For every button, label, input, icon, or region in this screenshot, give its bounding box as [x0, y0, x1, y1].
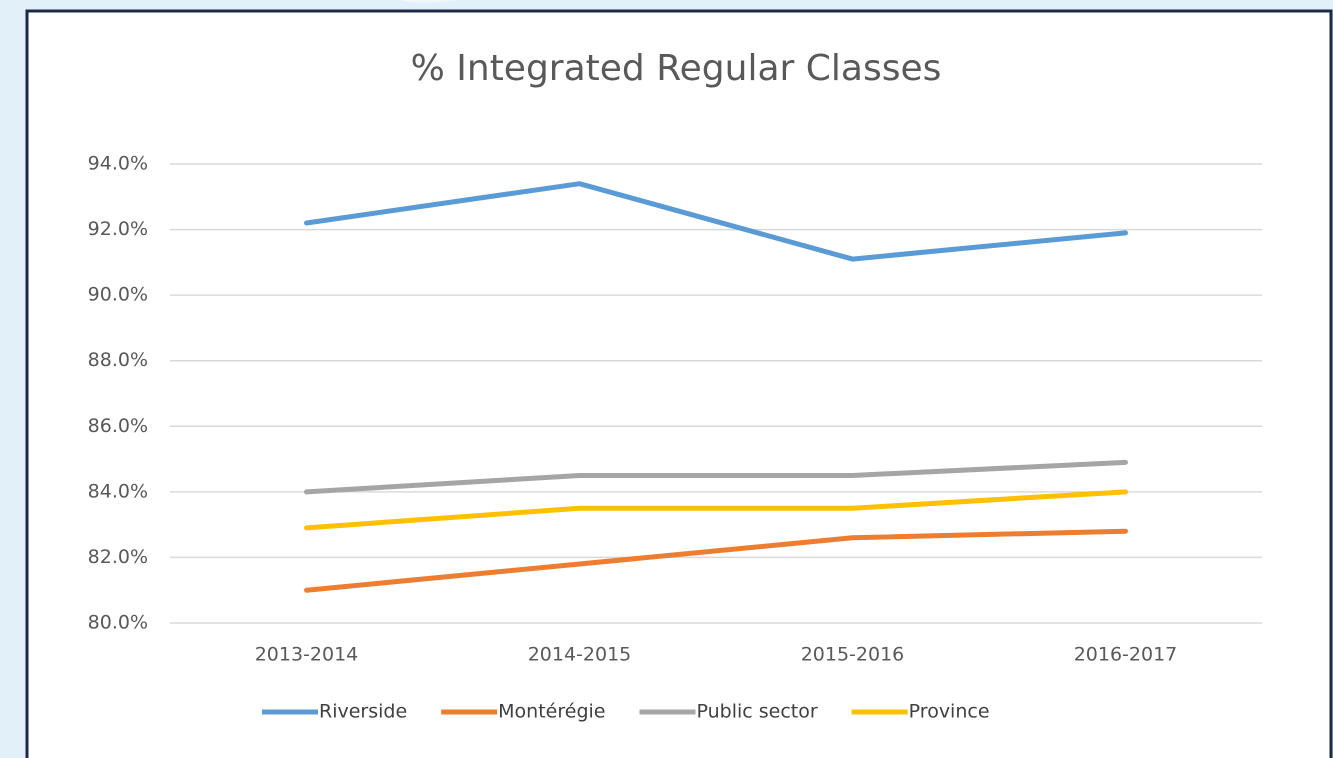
legend-label: Province: [909, 701, 990, 723]
chart-title: % Integrated Regular Classes: [411, 48, 942, 89]
y-tick-label: 80.0%: [88, 612, 148, 634]
y-tick-label: 94.0%: [88, 153, 148, 175]
line-series: [304, 181, 1128, 262]
x-tick-label: 2016-2017: [1074, 644, 1178, 666]
x-tick-label: 2015-2016: [801, 644, 905, 666]
legend-label: Public sector: [696, 701, 817, 723]
y-tick-label: 82.0%: [88, 546, 148, 568]
y-tick-label: 88.0%: [88, 349, 148, 371]
line-series: [304, 489, 1128, 531]
y-tick-label: 90.0%: [88, 284, 148, 306]
panel: [25, 9, 1333, 758]
y-tick-label: 86.0%: [88, 415, 148, 437]
legend-label: Riverside: [319, 701, 407, 723]
line-series: [304, 528, 1128, 593]
x-tick-label: 2014-2015: [528, 644, 632, 666]
y-tick-label: 84.0%: [88, 480, 148, 502]
y-tick-label: 92.0%: [88, 218, 148, 240]
background-shape: [0, 0, 460, 3]
line-series: [304, 459, 1128, 495]
x-tick-label: 2013-2014: [255, 644, 359, 666]
legend-label: Montérégie: [498, 701, 605, 723]
